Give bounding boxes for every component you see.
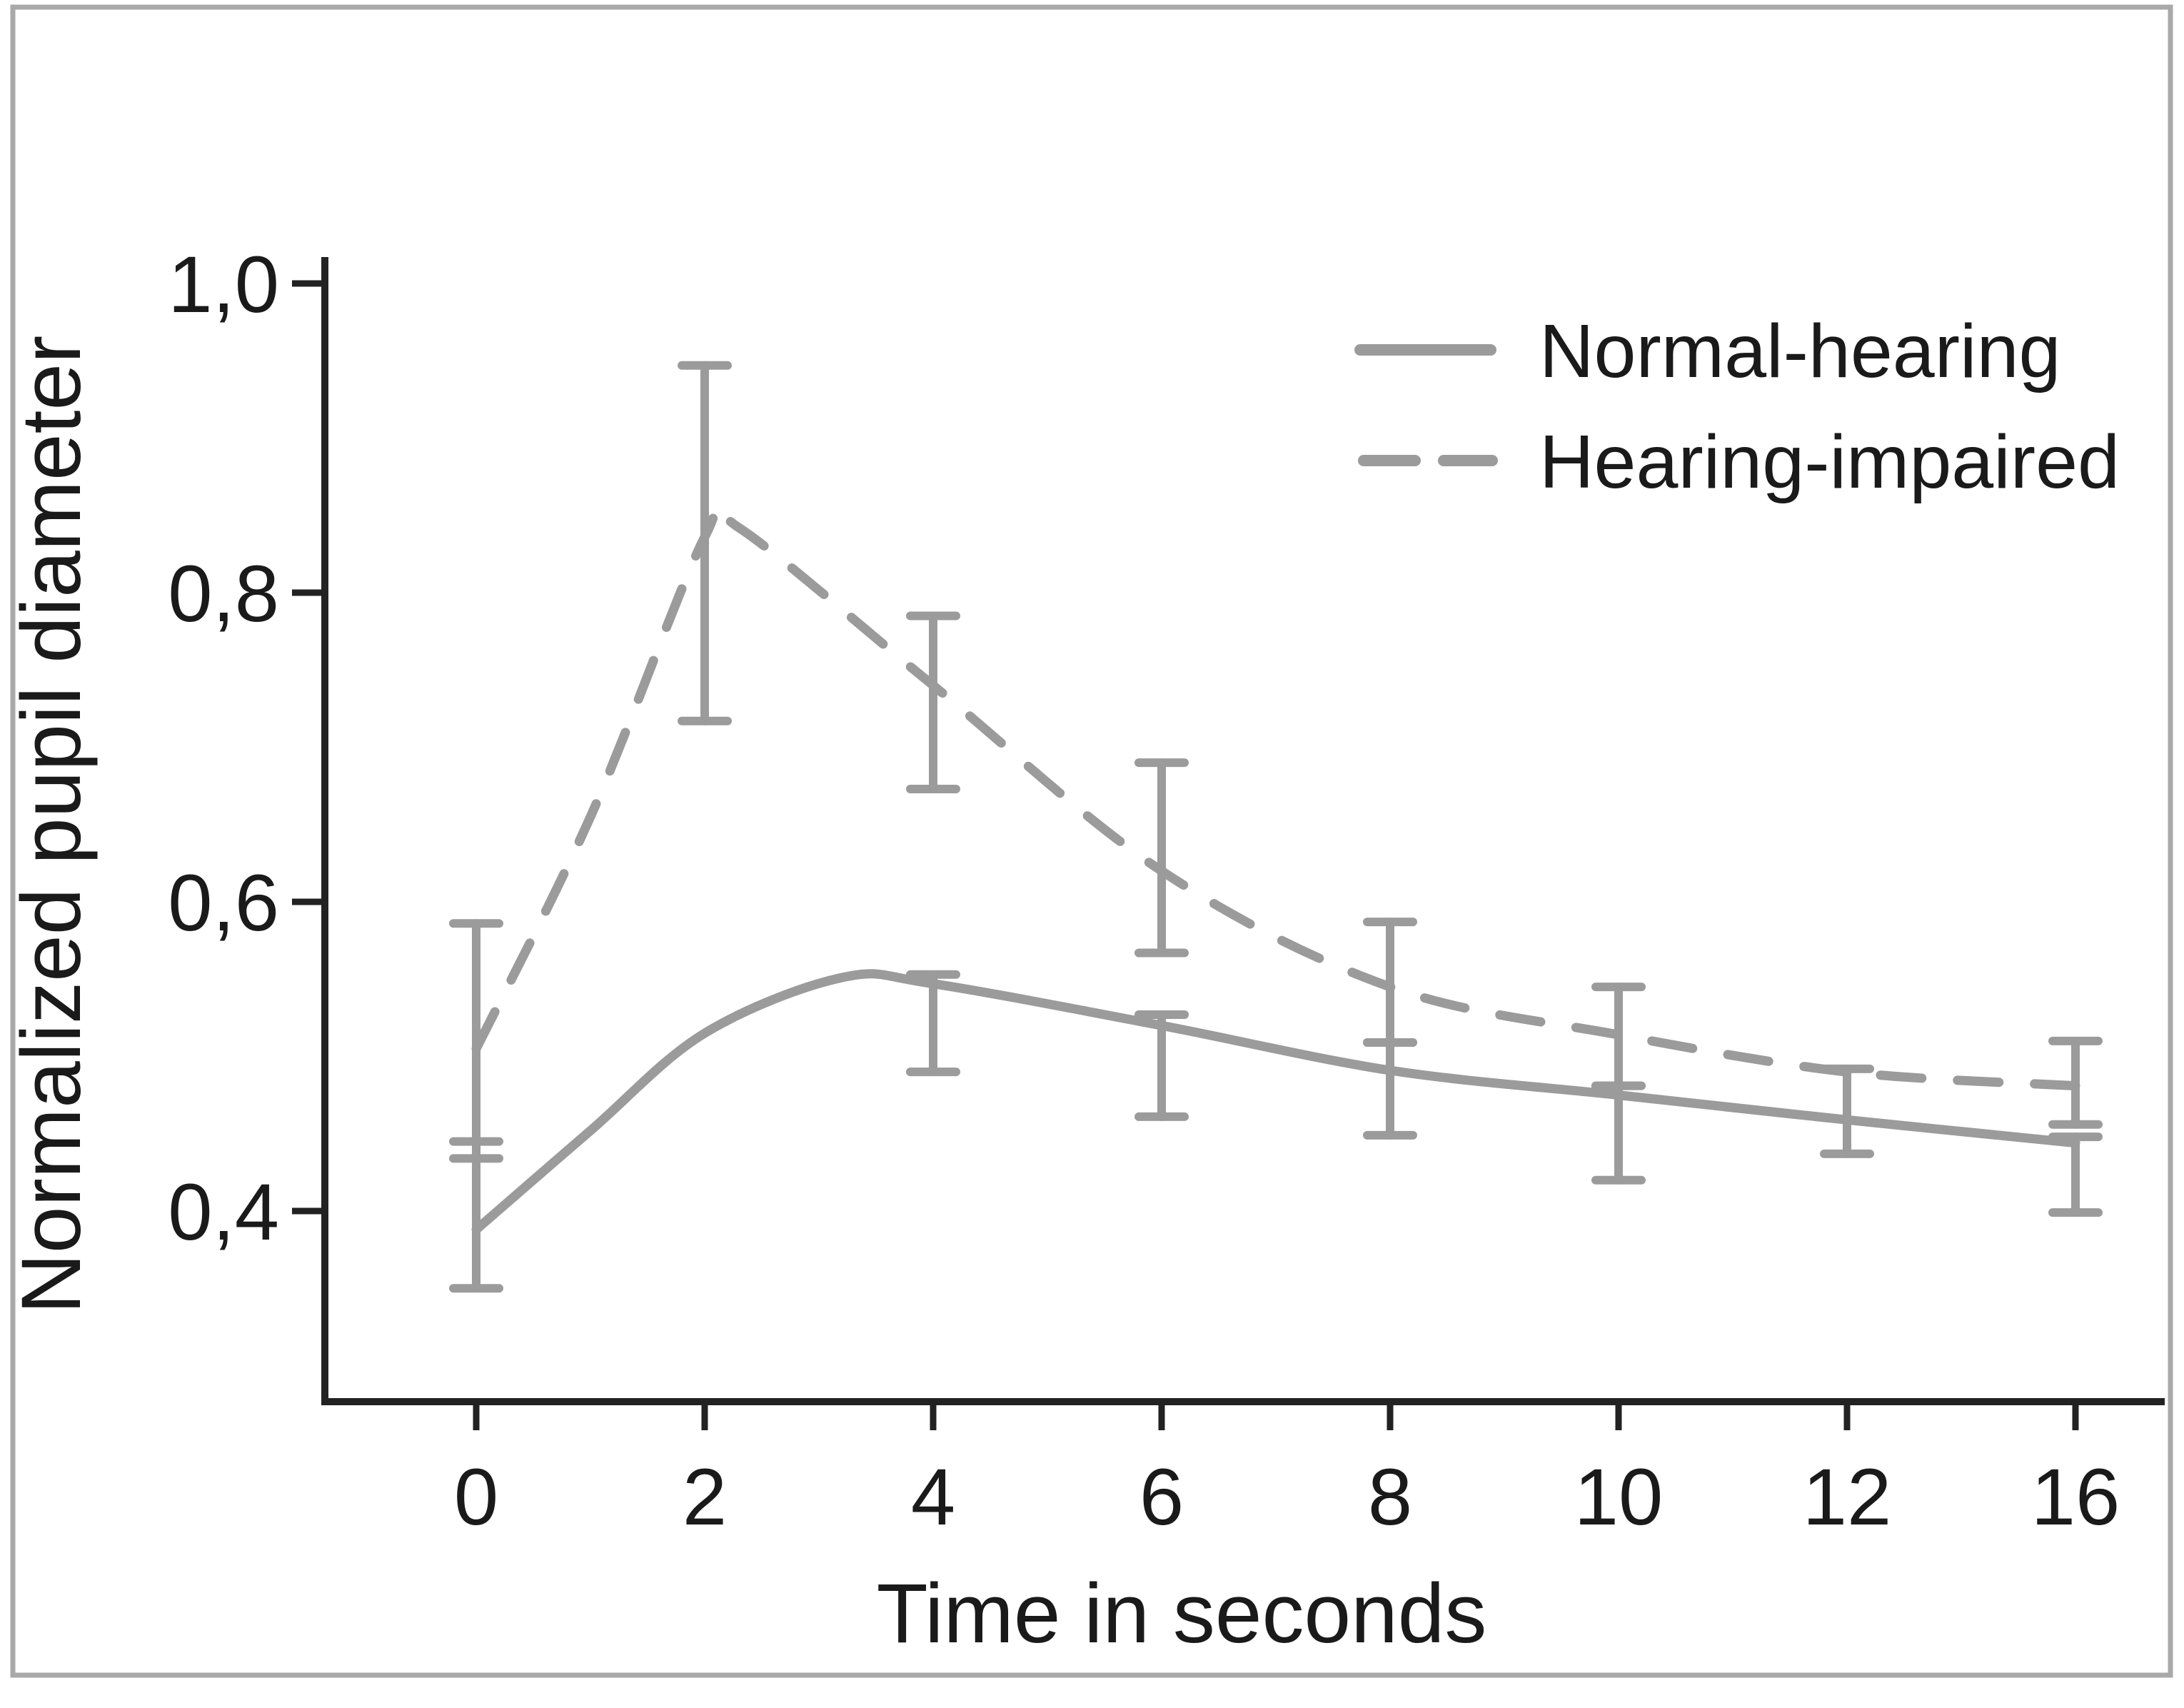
error-bar-normal-hearing-x8 (1363, 1038, 1417, 1140)
x-tick-label: 4 (911, 1452, 955, 1542)
y-tick-label: 0,4 (168, 1167, 279, 1257)
legend-label-hearing-impaired: Hearing-impaired (1539, 420, 2120, 504)
figure-border (10, 4, 2173, 1678)
x-tick-label: 0 (454, 1452, 498, 1542)
y-tick-label: 0,6 (168, 858, 279, 948)
y-tick-label: 0,8 (168, 549, 279, 638)
y-tick-label: 1,0 (168, 240, 279, 329)
legend: Normal-hearing Hearing-impaired (1354, 309, 2120, 504)
error-bar-normal-hearing-x6 (1134, 1010, 1189, 1121)
y-axis-title: Normalized pupil diameter (4, 336, 99, 1315)
error-bar-hearing-impaired-x4 (906, 611, 960, 793)
series-line-normal-hearing (471, 969, 2080, 1235)
x-tick-label: 10 (1574, 1452, 1664, 1542)
y-ticks: 1,0 0,8 0,6 0,4 (168, 240, 325, 1257)
error-bar-normal-hearing-x4 (906, 970, 960, 1077)
x-tick-label: 16 (2031, 1452, 2120, 1542)
error-bar-hearing-impaired-x6 (1134, 758, 1189, 958)
series-line-hearing-impaired (471, 500, 2080, 1091)
x-tick-label: 6 (1139, 1452, 1184, 1542)
x-tick-label: 2 (683, 1452, 727, 1542)
error-bar-normal-hearing-x16 (2048, 1132, 2103, 1217)
x-axis-title: Time in seconds (877, 1567, 1487, 1661)
x-ticks: 0 2 4 6 8 10 12 16 (454, 1402, 2120, 1542)
x-tick-label: 8 (1368, 1452, 1412, 1542)
plot-area (449, 361, 2103, 1293)
x-tick-label: 12 (1803, 1452, 1892, 1542)
legend-label-normal-hearing: Normal-hearing (1539, 309, 2061, 393)
error-bar-normal-hearing-x12 (1820, 1064, 1874, 1158)
